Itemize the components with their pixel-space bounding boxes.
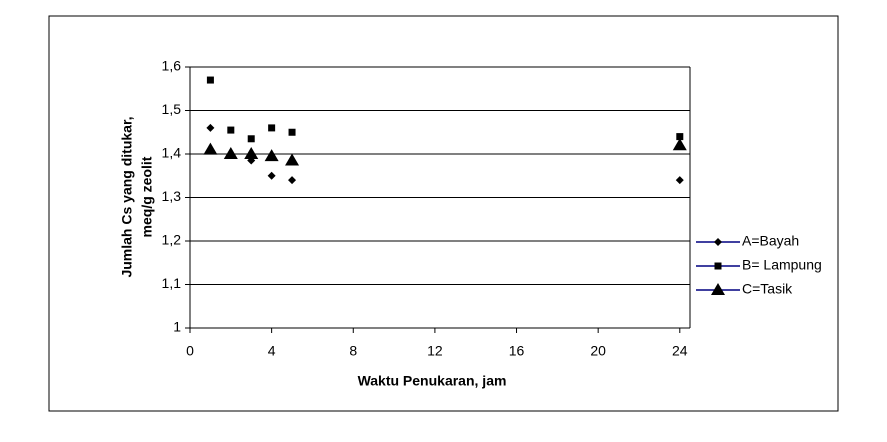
marker-diamond xyxy=(206,123,215,132)
marker-triangle xyxy=(264,149,279,162)
marker-diamond xyxy=(288,176,297,185)
y-tick-label: 1,4 xyxy=(162,145,182,161)
marker-square xyxy=(268,124,276,132)
marker-square xyxy=(227,126,235,134)
x-tick-label: 0 xyxy=(186,343,194,359)
marker-diamond xyxy=(714,238,722,246)
marker-triangle xyxy=(244,147,259,159)
marker-square xyxy=(676,133,684,141)
y-tick-label: 1,5 xyxy=(162,101,182,117)
marker-square xyxy=(247,135,255,143)
marker-triangle xyxy=(711,283,725,295)
legend-label: C=Tasik xyxy=(742,281,793,297)
x-tick-label: 20 xyxy=(590,343,606,359)
marker-diamond xyxy=(675,176,684,185)
legend-label: B= Lampung xyxy=(742,257,822,273)
x-tick-label: 8 xyxy=(349,343,357,359)
y-tick-label: 1,3 xyxy=(162,188,182,204)
legend-label: A=Bayah xyxy=(742,233,799,249)
y-tick-label: 1 xyxy=(173,319,181,335)
y-tick-label: 1,2 xyxy=(162,232,182,248)
x-tick-label: 24 xyxy=(672,343,688,359)
marker-square xyxy=(288,128,296,136)
x-tick-label: 12 xyxy=(427,343,443,359)
y-axis-label: Jumlah Cs yang ditukar, xyxy=(119,116,135,277)
x-tick-label: 4 xyxy=(268,343,276,359)
marker-diamond xyxy=(267,171,276,180)
marker-square xyxy=(206,76,214,84)
marker-triangle xyxy=(203,142,218,155)
marker-square xyxy=(714,262,722,270)
marker-triangle xyxy=(672,138,687,151)
y-tick-label: 1,6 xyxy=(162,58,182,74)
y-axis-label: meq/g zeolit xyxy=(139,156,155,237)
marker-triangle xyxy=(223,147,238,159)
x-tick-label: 16 xyxy=(509,343,525,359)
x-axis-label: Waktu Penukaran, jam xyxy=(358,373,507,389)
marker-triangle xyxy=(285,153,300,166)
y-tick-label: 1,1 xyxy=(162,275,182,291)
chart-frame xyxy=(48,15,839,412)
